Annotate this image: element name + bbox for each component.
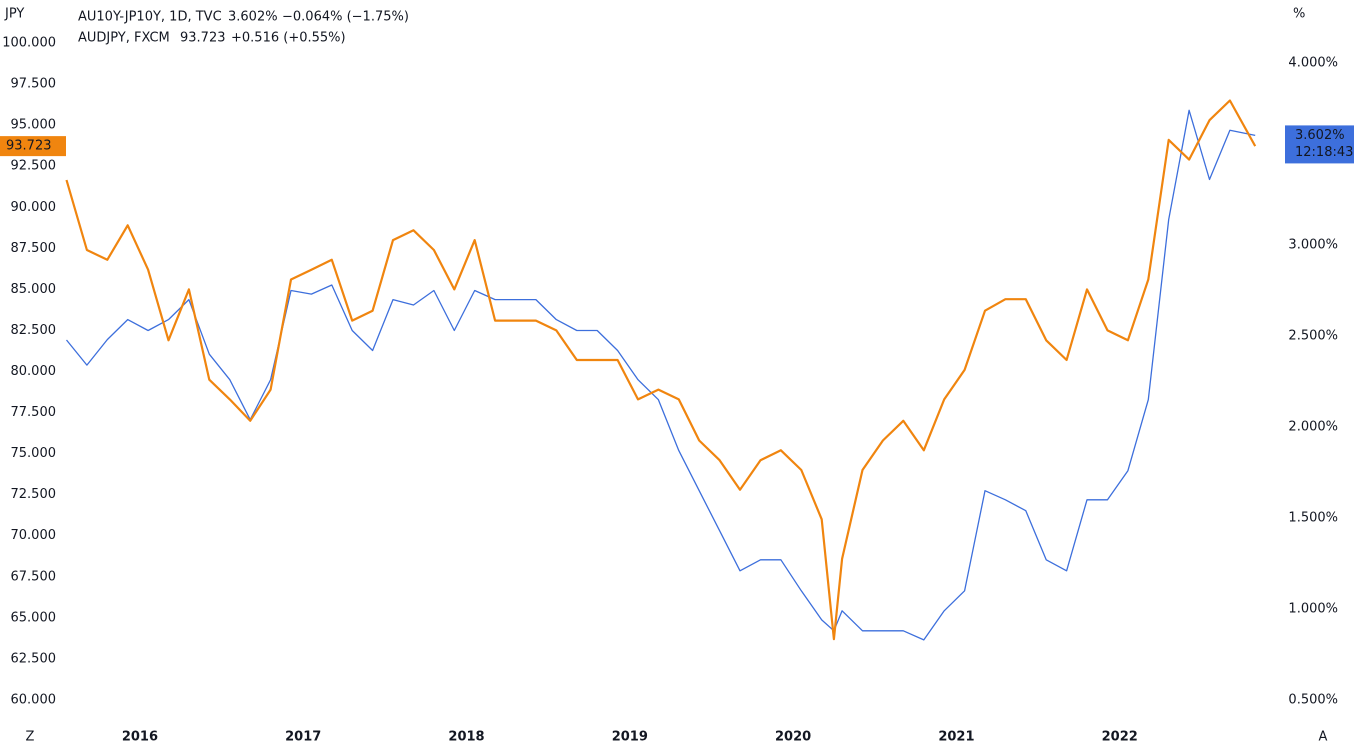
last-value-label: 3.602% [1295, 128, 1345, 143]
y-tick-label: 72.500 [11, 487, 57, 502]
last-value-badge [1285, 125, 1354, 164]
y2-tick-label: 2.000% [1288, 419, 1338, 434]
legend-value: 93.723 [180, 31, 226, 46]
y2-tick-label: 2.500% [1288, 328, 1338, 343]
y-tick-label: 60.000 [11, 692, 57, 707]
y2-tick-label: 3.000% [1288, 237, 1338, 252]
y2-tick-label: 1.000% [1288, 601, 1338, 616]
scale-button-label[interactable]: A [1319, 730, 1328, 745]
series-line [65, 99, 1257, 641]
legend-value: 3.602% [228, 10, 278, 25]
y-tick-label: 87.500 [11, 241, 57, 256]
y-tick-label: 100.000 [2, 36, 56, 51]
last-value-badge [0, 136, 66, 157]
y-tick-label: 95.000 [11, 118, 57, 133]
series-line [65, 109, 1256, 641]
x-tick-label: 2019 [612, 730, 648, 745]
scale-button-label[interactable]: Z [26, 730, 35, 745]
y-tick-label: 75.000 [11, 446, 57, 461]
x-tick-label: 2017 [285, 730, 321, 745]
x-tick-label: 2020 [775, 730, 811, 745]
legend-name: AUDJPY, FXCM [78, 31, 170, 46]
y-unit: JPY [4, 7, 24, 22]
y2-tick-label: 4.000% [1288, 55, 1338, 70]
x-tick-label: 2018 [448, 730, 484, 745]
last-value-label: 93.723 [6, 139, 52, 154]
y-tick-label: 85.000 [11, 282, 57, 297]
y-tick-label: 62.500 [11, 651, 57, 666]
x-tick-label: 2021 [938, 730, 974, 745]
y-tick-label: 82.500 [11, 323, 57, 338]
x-tick-label: 2022 [1102, 730, 1138, 745]
y2-tick-label: 0.500% [1288, 692, 1338, 707]
x-tick-label: 2016 [122, 730, 158, 745]
legend-name: AU10Y-JP10Y, 1D, TVC [78, 10, 222, 25]
y2-unit: % [1293, 7, 1305, 22]
y-tick-label: 77.500 [11, 405, 57, 420]
scale-button[interactable] [1311, 725, 1335, 749]
y2-tick-label: 1.500% [1288, 510, 1338, 525]
y-tick-label: 65.000 [11, 610, 57, 625]
y-tick-label: 70.000 [11, 528, 57, 543]
y-tick-label: 90.000 [11, 200, 57, 215]
y-tick-label: 80.000 [11, 364, 57, 379]
y-tick-label: 97.500 [11, 77, 57, 92]
y-tick-label: 67.500 [11, 569, 57, 584]
scale-button[interactable] [18, 725, 42, 749]
legend-change: −0.064% (−1.75%) [282, 10, 409, 25]
legend-change: +0.516 (+0.55%) [231, 31, 346, 46]
countdown-label: 12:18:43 [1295, 145, 1353, 160]
y-tick-label: 92.500 [11, 159, 57, 174]
